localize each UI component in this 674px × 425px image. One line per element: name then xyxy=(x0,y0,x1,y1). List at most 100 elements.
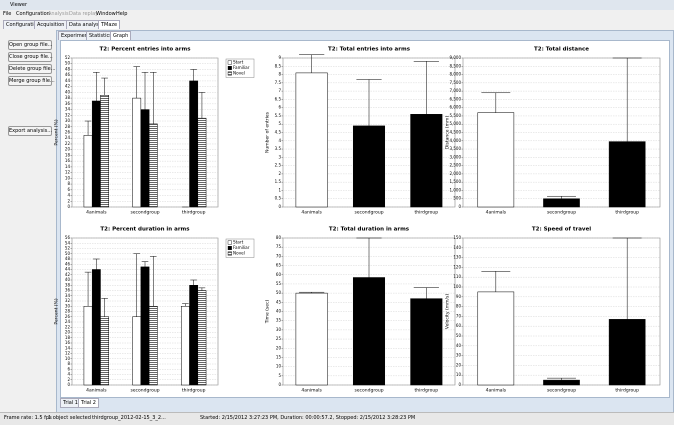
error-bar xyxy=(133,253,141,317)
x-tick-label: thirdgroup xyxy=(415,210,439,216)
chart-title: T2: Speed of travel xyxy=(532,227,591,233)
error-bar xyxy=(356,79,382,126)
error-bar xyxy=(481,92,511,113)
y-axis-label: Time (sec) xyxy=(265,299,271,324)
y-tick-label: 2 xyxy=(67,198,70,203)
y-tick-label: 4 xyxy=(278,138,281,143)
y-tick-label: 2,500 xyxy=(450,163,462,168)
bar xyxy=(91,269,101,386)
error-bar xyxy=(198,287,206,291)
y-tick-label: 14 xyxy=(65,164,71,169)
button[interactable]: Open group file... xyxy=(8,40,53,50)
y-tick-label: 40 xyxy=(276,309,282,314)
y-tick-label: 0.5 xyxy=(275,196,282,201)
chart-title: T2: Percent duration in arms xyxy=(100,227,190,233)
y-tick-label: 80 xyxy=(456,304,462,309)
y-tick-label: 6 xyxy=(67,187,70,192)
error-bar xyxy=(101,298,108,317)
y-tick-label: 15 xyxy=(276,354,282,359)
button[interactable]: Export analysis... xyxy=(8,126,52,136)
error-bar xyxy=(93,72,100,101)
y-tick-label: 20 xyxy=(456,362,462,367)
bar xyxy=(132,316,142,386)
y-tick-label: 60 xyxy=(276,272,282,277)
error-bar xyxy=(190,69,197,81)
x-tick-label: 4animals xyxy=(86,388,107,394)
error-bar xyxy=(413,287,439,299)
y-tick-label: 8 xyxy=(67,181,70,186)
menu-item[interactable]: Analysis xyxy=(48,11,69,17)
error-bar xyxy=(299,54,325,73)
menu-item[interactable]: Data replay xyxy=(69,11,99,17)
y-tick-label: 75 xyxy=(276,244,282,249)
y-tick-label: 20 xyxy=(65,147,71,152)
error-bar xyxy=(101,77,108,96)
x-tick-label: thirdgroup xyxy=(615,388,639,394)
y-tick-label: 140 xyxy=(453,245,461,250)
status-bar xyxy=(0,412,674,425)
bar xyxy=(100,95,109,208)
x-tick-label: 4animals xyxy=(486,210,507,216)
menu-item[interactable]: Configuration xyxy=(16,11,50,17)
chart-title: T2: Total duration in arms xyxy=(329,227,410,233)
bar xyxy=(83,135,93,208)
y-axis-label: Percent (%) xyxy=(54,298,60,324)
bar xyxy=(148,123,158,208)
y-tick-label: 1.5 xyxy=(275,179,282,184)
legend-label: Novel xyxy=(233,71,245,76)
legend-swatch xyxy=(227,65,232,70)
legend-label: Start xyxy=(233,60,244,65)
menu-item[interactable]: File xyxy=(3,11,12,17)
y-tick-label: 500 xyxy=(453,196,461,201)
main-tab[interactable]: Acquisition xyxy=(34,20,68,29)
error-bar xyxy=(141,72,149,110)
status-text: 1 object selected xyxy=(48,415,91,421)
bar xyxy=(295,72,328,208)
y-tick-label: 7,000 xyxy=(450,88,462,93)
legend-swatch xyxy=(227,251,232,256)
button[interactable]: Close group file... xyxy=(8,52,53,62)
main-tab[interactable]: TMaze xyxy=(98,20,121,29)
menu-item[interactable]: Window xyxy=(96,11,116,17)
y-tick-label: 36 xyxy=(65,101,71,106)
sub-tab[interactable]: Graph xyxy=(110,31,132,40)
y-tick-label: 0 xyxy=(67,204,70,209)
y-tick-label: 10 xyxy=(276,364,282,369)
y-tick-label: 34 xyxy=(65,107,71,112)
y-tick-label: 2.5 xyxy=(275,163,282,168)
y-tick-label: 32 xyxy=(65,298,71,303)
error-bar xyxy=(84,271,92,307)
y-tick-label: 52 xyxy=(65,55,71,60)
bar xyxy=(83,306,93,386)
x-tick-label: secondgroup xyxy=(354,210,383,216)
y-tick-label: 24 xyxy=(65,319,71,324)
bar xyxy=(352,277,386,386)
y-tick-label: 130 xyxy=(453,255,461,260)
bar xyxy=(181,306,190,386)
y-tick-label: 14 xyxy=(65,345,71,350)
x-tick-label: 4animals xyxy=(301,388,322,394)
button[interactable]: Delete group file... xyxy=(8,64,56,74)
y-tick-label: 30 xyxy=(456,353,462,358)
bar xyxy=(140,266,150,386)
y-tick-label: 30 xyxy=(65,118,71,123)
menu-item[interactable]: Help xyxy=(116,11,128,17)
y-tick-label: 38 xyxy=(65,95,71,100)
bar xyxy=(295,292,328,386)
y-axis-label: Number of entries xyxy=(265,111,271,153)
y-tick-label: 20 xyxy=(65,330,71,335)
trial-tab[interactable]: Trial 2 xyxy=(78,398,99,408)
y-tick-label: 40 xyxy=(65,277,71,282)
title-bar xyxy=(0,0,674,10)
y-tick-label: 36 xyxy=(65,288,71,293)
y-tick-label: 46 xyxy=(65,261,71,266)
button[interactable]: Merge group file... xyxy=(8,76,55,86)
y-tick-label: 42 xyxy=(65,84,71,89)
y-tick-label: 38 xyxy=(65,282,71,287)
window-title: Viewer xyxy=(10,2,27,8)
y-tick-label: 22 xyxy=(65,324,71,329)
error-bar xyxy=(93,258,100,270)
error-bar xyxy=(182,303,189,307)
chart-title: T2: Percent entries into arms xyxy=(100,47,192,53)
y-tick-label: 9 xyxy=(278,55,281,60)
